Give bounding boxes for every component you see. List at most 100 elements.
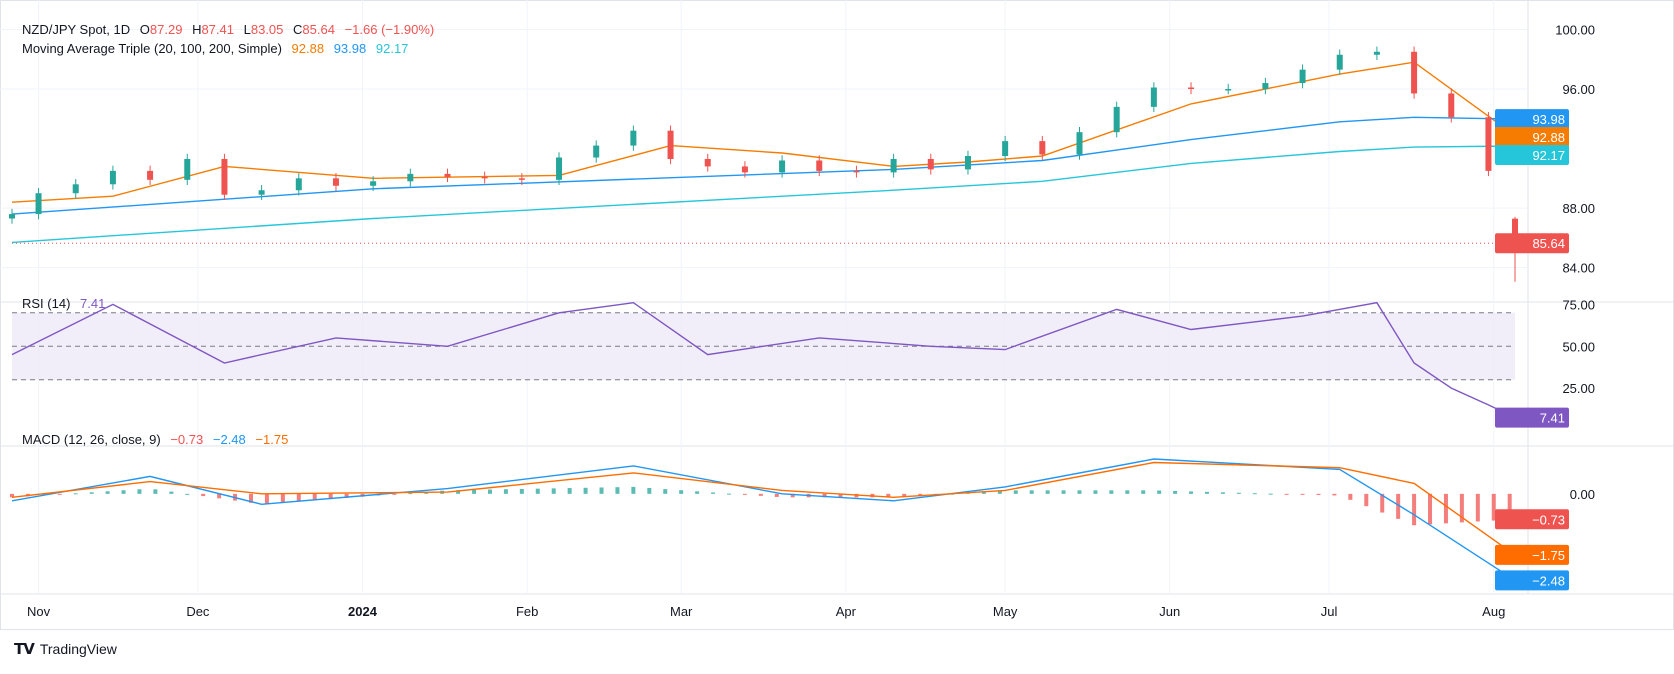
macd-signal-tag-box <box>1495 544 1569 565</box>
macd-histogram-bar <box>73 493 78 495</box>
rsi-legend-label: RSI (14) <box>22 296 71 311</box>
macd-histogram-bar <box>408 493 413 495</box>
macd-histogram-bar <box>105 491 110 494</box>
macd-histogram-bar <box>185 493 190 495</box>
candle-body <box>147 170 154 180</box>
candle-body <box>1002 141 1009 156</box>
macd-histogram-bar <box>695 491 700 494</box>
ma100-price-tag-box <box>1495 109 1569 130</box>
last-price-tag-box <box>1495 233 1569 254</box>
macd-histogram-bar <box>1316 493 1321 495</box>
ma200-price-tag-box <box>1495 144 1569 165</box>
x-tick-label: Aug <box>1482 604 1505 619</box>
macd-histogram-bar <box>456 490 461 494</box>
macd-histogram-bar <box>1428 493 1433 525</box>
macd-histogram-bar <box>1348 493 1353 500</box>
macd-histogram-bar <box>997 490 1002 494</box>
ma-legend: Moving Average Triple (20, 100, 200, Sim… <box>22 41 414 56</box>
price-tick-label: 96.00 <box>1562 82 1595 97</box>
ma100-value: 93.98 <box>333 41 367 56</box>
macd-histogram-bar <box>264 493 269 504</box>
macd-histogram-bar <box>535 488 540 494</box>
symbol-label: NZD/JPY Spot, 1D <box>22 22 131 37</box>
macd-histogram-bar <box>201 493 206 497</box>
ma20-value: 92.88 <box>291 41 325 56</box>
macd-legend-label: MACD (12, 26, close, 9) <box>22 432 161 447</box>
macd-line-value: −2.48 <box>212 432 246 447</box>
macd-histogram-bar <box>711 492 716 494</box>
candle-body <box>1373 51 1380 55</box>
candle-body <box>1336 54 1343 70</box>
macd-line <box>11 458 1516 581</box>
macd-histogram-bar <box>583 487 588 494</box>
rsi-legend: RSI (14) 7.41 <box>22 296 111 311</box>
macd-histogram-bar <box>647 487 652 494</box>
close-value: 85.64 <box>302 22 335 37</box>
macd-histogram-bar <box>10 493 14 498</box>
macd-histogram-bar <box>1475 493 1480 522</box>
candle-body <box>1076 132 1083 155</box>
ma20-line <box>11 61 1516 203</box>
macd-histogram-bar <box>1013 490 1018 494</box>
macd-histogram-bar <box>312 493 317 501</box>
candle-body <box>1039 141 1046 155</box>
candle-body <box>1448 93 1455 118</box>
macd-histogram-bar <box>902 493 907 497</box>
macd-histogram-bar <box>726 493 731 495</box>
candle-body <box>184 158 191 180</box>
candle-body <box>332 178 339 186</box>
macd-histogram-bar <box>1125 490 1130 494</box>
macd-histogram-bar <box>1061 490 1066 494</box>
ma20-price-tag-box <box>1495 126 1569 147</box>
candle-body <box>258 190 265 195</box>
candle-body <box>927 158 934 170</box>
candle-body <box>593 145 600 158</box>
macd-histogram-bar <box>1412 493 1417 526</box>
price-tick-label: 84.00 <box>1562 261 1595 276</box>
brand: 𝗧𝗩 TradingView <box>14 640 117 658</box>
macd-histogram-bar <box>328 493 333 500</box>
x-tick-label: Feb <box>516 604 538 619</box>
candle-body <box>1262 83 1269 89</box>
macd-histogram-bar <box>1268 493 1273 495</box>
candle-body <box>779 160 786 173</box>
macd-histogram-bar <box>1300 493 1305 495</box>
chart-canvas[interactable]: Nov Dec 2024 Feb Mar Apr May Jun Jul Aug 100.00 96.… <box>0 0 1674 630</box>
macd-hist-value: −0.73 <box>170 432 204 447</box>
ma200-line <box>11 145 1516 244</box>
rsi-value-tag: 7.41 <box>1540 411 1565 426</box>
macd-histogram-bar <box>663 489 668 494</box>
macd-histogram-bar <box>1204 491 1209 494</box>
x-tick-label: Mar <box>670 604 693 619</box>
macd-histogram-bar <box>1077 490 1082 494</box>
brand-label: TradingView <box>39 641 117 657</box>
macd-histogram-bar <box>1507 493 1512 520</box>
macd-hist-tag: −0.73 <box>1532 512 1565 527</box>
candle-body <box>853 170 860 173</box>
candle-body <box>1225 89 1232 91</box>
candle-body <box>1188 87 1195 90</box>
candle-body <box>630 130 637 146</box>
macd-histogram-bar <box>503 489 508 494</box>
rsi-tick-label: 75.00 <box>1562 297 1595 312</box>
candle-body <box>741 166 748 173</box>
macd-histogram-bar <box>615 487 620 494</box>
macd-histogram-bar <box>1396 493 1401 519</box>
macd-hist-tag-box <box>1495 509 1569 530</box>
open-value: 87.29 <box>149 22 183 37</box>
macd-line-tag: −2.48 <box>1532 573 1565 588</box>
macd-histogram-bar <box>1220 492 1225 494</box>
macd-histogram-bar <box>89 492 94 494</box>
last-price-tag: 85.64 <box>1532 236 1565 251</box>
high-value: 87.41 <box>201 22 234 37</box>
macd-histogram-bar <box>1189 491 1194 494</box>
low-value: 83.05 <box>250 22 284 37</box>
ma200-price-tag: 92.17 <box>1532 148 1565 163</box>
candle-body <box>556 157 563 180</box>
candle-body <box>221 158 228 195</box>
macd-histogram-bar <box>1459 493 1464 523</box>
macd-histogram-bar <box>1284 493 1289 495</box>
ma100-price-tag: 93.98 <box>1532 112 1565 127</box>
macd-histogram-bar <box>248 493 253 503</box>
